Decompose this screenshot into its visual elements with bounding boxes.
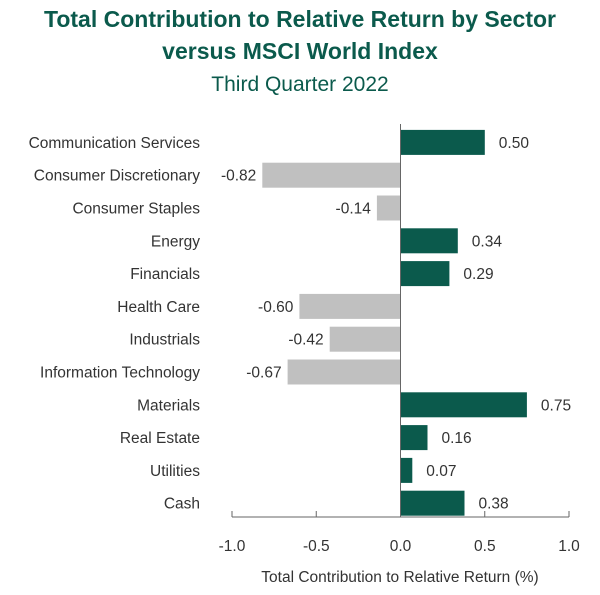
value-label-financials: 0.29	[463, 266, 493, 283]
value-label-real-estate: 0.16	[442, 430, 472, 447]
bar-consumer-discretionary	[262, 162, 401, 188]
category-label-industrials: Industrials	[129, 332, 200, 349]
category-labels-group: Communication Services Consumer Discretio…	[29, 135, 201, 513]
bars-group	[262, 129, 527, 516]
category-label-cash: Cash	[164, 496, 200, 513]
x-tick-label: -0.5	[303, 538, 330, 555]
chart-subtitle: Third Quarter 2022	[211, 73, 389, 96]
value-label-information-technology: -0.67	[246, 365, 281, 382]
value-label-energy: 0.34	[472, 233, 503, 250]
value-label-consumer-discretionary: -0.82	[221, 168, 256, 185]
bar-industrials	[329, 326, 401, 352]
category-label-utilities: Utilities	[150, 463, 200, 480]
x-tick-label: 0.0	[390, 538, 412, 555]
category-label-consumer-discretionary: Consumer Discretionary	[34, 168, 200, 185]
category-label-information-technology: Information Technology	[40, 365, 200, 382]
value-label-communication-services: 0.50	[499, 135, 530, 152]
x-tick-label: 0.5	[474, 538, 496, 555]
x-tick-label: 1.0	[558, 538, 580, 555]
bar-real-estate	[400, 425, 428, 451]
category-label-energy: Energy	[151, 233, 200, 250]
bar-cash	[400, 490, 465, 516]
value-label-health-care: -0.60	[258, 299, 294, 316]
bar-materials	[400, 392, 527, 418]
value-label-utilities: 0.07	[426, 463, 456, 480]
value-label-consumer-staples: -0.14	[336, 201, 372, 218]
bar-consumer-staples	[376, 195, 401, 221]
category-label-real-estate: Real Estate	[120, 430, 200, 447]
x-axis: -1.0 -0.5 0.0 0.5 1.0	[219, 124, 580, 555]
category-label-health-care: Health Care	[117, 299, 200, 316]
category-label-consumer-staples: Consumer Staples	[72, 201, 200, 218]
x-tick-label: -1.0	[219, 538, 246, 555]
category-label-materials: Materials	[137, 397, 200, 414]
chart-title-line-2: versus MSCI World Index	[162, 38, 438, 64]
value-label-cash: 0.38	[479, 496, 509, 513]
category-label-communication-services: Communication Services	[29, 135, 201, 152]
category-label-financials: Financials	[130, 266, 200, 283]
chart-title-line-1: Total Contribution to Relative Return by…	[44, 6, 556, 32]
bar-financials	[400, 261, 450, 287]
value-labels-group: 0.50 -0.82 -0.14 0.34 0.29 -0.60 -0.42 -0.67 0.7…	[221, 135, 571, 513]
bar-health-care	[299, 293, 401, 319]
bar-energy	[400, 228, 458, 254]
value-label-industrials: -0.42	[288, 332, 323, 349]
bar-communication-services	[400, 129, 485, 155]
x-axis-label: Total Contribution to Relative Return (%…	[261, 569, 538, 586]
bar-utilities	[400, 457, 413, 483]
value-label-materials: 0.75	[541, 397, 571, 414]
bar-information-technology	[287, 359, 401, 385]
